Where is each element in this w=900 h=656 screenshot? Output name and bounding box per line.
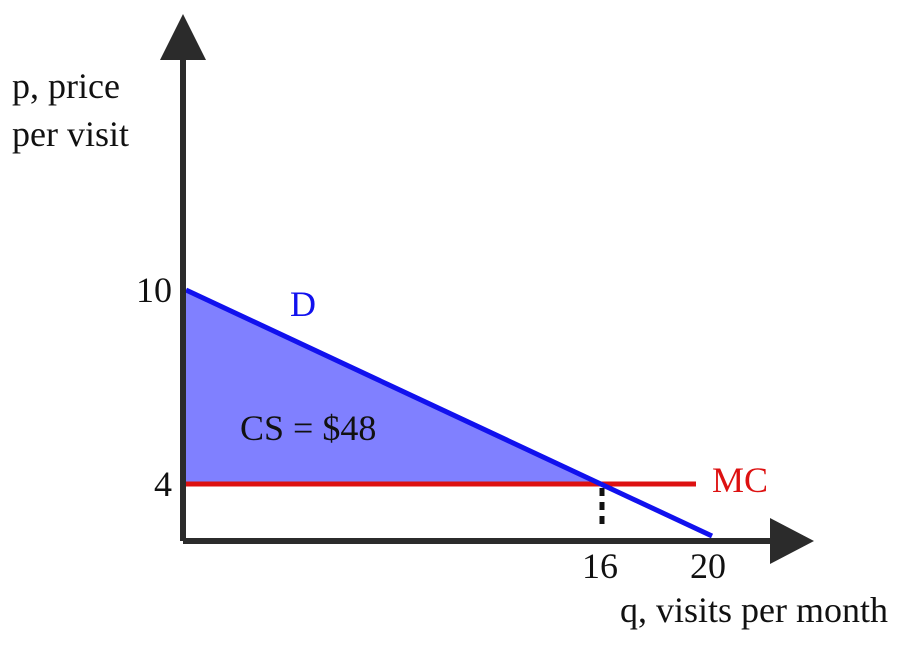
area-label: CS = $48 xyxy=(240,408,376,448)
y-tick-label: 4 xyxy=(154,464,172,504)
x-axis-arrow xyxy=(770,518,814,564)
y-axis-label: p, price xyxy=(12,66,120,106)
mc-label: MC xyxy=(712,460,768,500)
x-tick-label: 20 xyxy=(690,546,726,586)
x-axis-label: q, visits per month xyxy=(620,590,888,630)
demand-line xyxy=(184,287,714,539)
x-tick-label: 16 xyxy=(582,546,618,586)
demand-label: D xyxy=(290,284,316,324)
y-axis-arrow xyxy=(160,14,206,60)
y-axis-label: per visit xyxy=(12,114,129,154)
y-tick-label: 10 xyxy=(136,270,172,310)
